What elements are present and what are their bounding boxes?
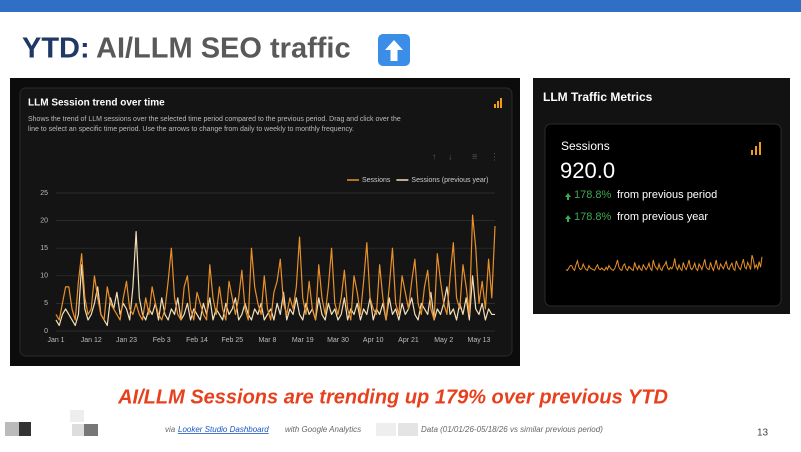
metrics-title: LLM Traffic Metrics [543, 90, 653, 104]
sparkline [565, 255, 763, 272]
chart-subtitle: line to select an specific time period. … [28, 126, 354, 133]
legend-label: Sessions (previous year) [411, 177, 488, 184]
x-tick-label: Jan 1 [47, 337, 64, 344]
up-arrow-icon [378, 34, 410, 66]
svg-text:↑: ↑ [432, 151, 437, 161]
chart-title: LLM Session trend over time [28, 98, 165, 109]
metric-change: 178.8% [574, 211, 612, 223]
blurred-logos [5, 410, 418, 436]
metric-change: 178.8% [574, 189, 612, 201]
metrics-panel [544, 123, 782, 307]
x-tick-label: Feb 14 [186, 337, 208, 344]
toolbar-icons: ↑ ↓ ≡ ⋮ [432, 151, 499, 161]
metric-change-text: from previous period [617, 189, 717, 201]
footnote-source: with Google Analytics [285, 425, 361, 434]
x-tick-label: Apr 10 [363, 337, 384, 344]
x-tick-label: Apr 21 [398, 337, 419, 344]
title-prefix: YTD: [22, 33, 90, 65]
legend-label: Sessions [362, 177, 391, 184]
page-number: 13 [757, 428, 769, 439]
x-tick-label: Mar 19 [292, 337, 314, 344]
series-line [55, 231, 495, 327]
footnote-via: via [165, 425, 176, 434]
y-tick-label: 0 [44, 328, 48, 335]
footnote-link[interactable]: Looker Studio Dashboard [178, 425, 269, 434]
x-tick-label: May 2 [434, 337, 453, 344]
x-tick-label: May 13 [467, 337, 490, 344]
y-tick-label: 5 [44, 300, 48, 307]
metric-change-text: from previous year [617, 211, 708, 223]
title: AI/LLM SEO traffic [96, 33, 351, 65]
x-tick-label: Mar 8 [259, 337, 277, 344]
y-tick-label: 25 [40, 190, 48, 197]
top-bar [0, 0, 801, 12]
footnote-data: Data (01/01/26-05/18/26 vs similar previ… [421, 425, 603, 434]
series-line [55, 214, 496, 321]
metric-value: 920.0 [560, 158, 615, 183]
y-tick-label: 15 [40, 245, 48, 252]
y-tick-label: 20 [40, 217, 48, 224]
bars-icon [494, 98, 502, 108]
svg-text:↓: ↓ [448, 151, 453, 161]
y-tick-label: 10 [40, 273, 48, 280]
svg-text:≡: ≡ [472, 151, 477, 161]
up-icon [565, 193, 571, 200]
chart-subtitle: Shows the trend of LLM sessions over the… [28, 116, 401, 123]
headline: AI/LLM Sessions are trending up 179% ove… [117, 386, 668, 408]
x-tick-label: Jan 23 [116, 337, 137, 344]
x-tick-label: Mar 30 [327, 337, 349, 344]
x-tick-label: Jan 12 [81, 337, 102, 344]
up-icon [565, 215, 571, 222]
svg-text:⋮: ⋮ [490, 151, 499, 161]
bars-icon [751, 142, 761, 155]
x-tick-label: Feb 3 [153, 337, 171, 344]
x-tick-label: Feb 25 [221, 337, 243, 344]
metric-label: Sessions [561, 139, 610, 153]
